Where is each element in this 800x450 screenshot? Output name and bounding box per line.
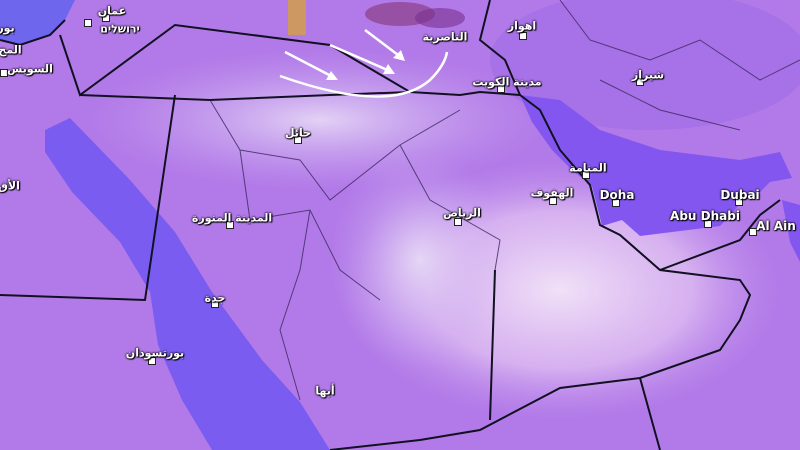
marker-hofuf xyxy=(549,197,557,205)
country-borders xyxy=(0,0,781,450)
dust-mass-central xyxy=(330,150,510,370)
province-borders xyxy=(209,0,800,401)
label-hail[interactable]: حائل xyxy=(284,126,312,140)
marker-abu-dhabi xyxy=(704,220,712,228)
label-jeddah[interactable]: جدة xyxy=(204,291,226,305)
label-doha[interactable]: Doha xyxy=(599,188,635,202)
arrow-1 xyxy=(329,43,393,74)
label-abu-dhabi[interactable]: Abu Dhabi xyxy=(670,209,740,223)
dust-flow-arrows xyxy=(279,29,449,98)
label-mahalla[interactable]: المح xyxy=(0,43,22,57)
mediterranean-sea xyxy=(0,0,75,45)
gulf-of-oman xyxy=(782,200,800,262)
arrow-3 xyxy=(284,50,336,80)
marker-al-ain xyxy=(749,228,757,236)
label-medina[interactable]: المدينة المنورة xyxy=(191,211,273,225)
label-port-said[interactable]: بور xyxy=(0,21,15,35)
marker-hail xyxy=(294,136,302,144)
marker-riyadh xyxy=(454,218,462,226)
marker-amman xyxy=(102,14,110,22)
arrow-2 xyxy=(364,29,403,59)
marker-suez xyxy=(0,69,8,77)
iran-land xyxy=(490,0,800,130)
marker-doha xyxy=(612,199,620,207)
label-dubai[interactable]: Dubai xyxy=(720,188,760,202)
red-sea xyxy=(45,118,330,450)
arrowheads xyxy=(326,50,405,80)
label-al-ain[interactable]: Al Ain xyxy=(756,219,796,233)
label-port-sudan[interactable]: بورتسودان xyxy=(125,346,185,360)
label-kuwait[interactable]: مدينة الكويت xyxy=(472,75,542,89)
marker-kuwait xyxy=(497,85,505,93)
marker-medina xyxy=(226,221,234,229)
marker-manama xyxy=(582,171,590,179)
marker-port-sudan xyxy=(148,357,156,365)
marker-jeddah xyxy=(211,300,219,308)
label-ahvaz[interactable]: اهواز xyxy=(507,19,537,33)
label-luxor[interactable]: الأق xyxy=(0,179,20,193)
label-suez[interactable]: السويس xyxy=(7,62,53,76)
dust-front-curve xyxy=(279,51,449,98)
label-jerusalem[interactable]: ירושלים xyxy=(100,22,140,36)
marker-shiraz xyxy=(636,78,644,86)
label-shiraz[interactable]: شيراز xyxy=(631,68,665,82)
label-abha[interactable]: أبها xyxy=(315,384,335,398)
persian-gulf xyxy=(520,95,792,236)
label-manama[interactable]: المنامة xyxy=(569,161,607,175)
label-hofuf[interactable]: الهفوف xyxy=(530,186,574,200)
marker-dubai xyxy=(735,198,743,206)
marker-ahvaz xyxy=(519,32,527,40)
label-amman[interactable]: عمان xyxy=(97,4,127,18)
label-nasiriyah[interactable]: الناصرية xyxy=(422,30,468,44)
storm-clouds xyxy=(288,0,465,35)
label-riyadh[interactable]: الرياض xyxy=(443,206,481,220)
marker-jerusalem xyxy=(84,19,92,27)
